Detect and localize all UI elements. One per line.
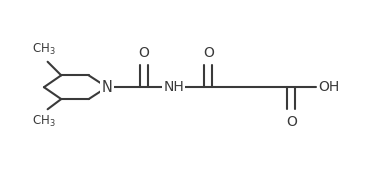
Text: O: O [286, 115, 297, 129]
Text: CH$_3$: CH$_3$ [32, 114, 56, 129]
Text: NH: NH [163, 80, 184, 94]
Text: O: O [203, 45, 214, 60]
Text: N: N [102, 80, 113, 95]
Text: OH: OH [318, 80, 339, 94]
Text: O: O [139, 45, 149, 60]
Text: CH$_3$: CH$_3$ [32, 42, 56, 57]
